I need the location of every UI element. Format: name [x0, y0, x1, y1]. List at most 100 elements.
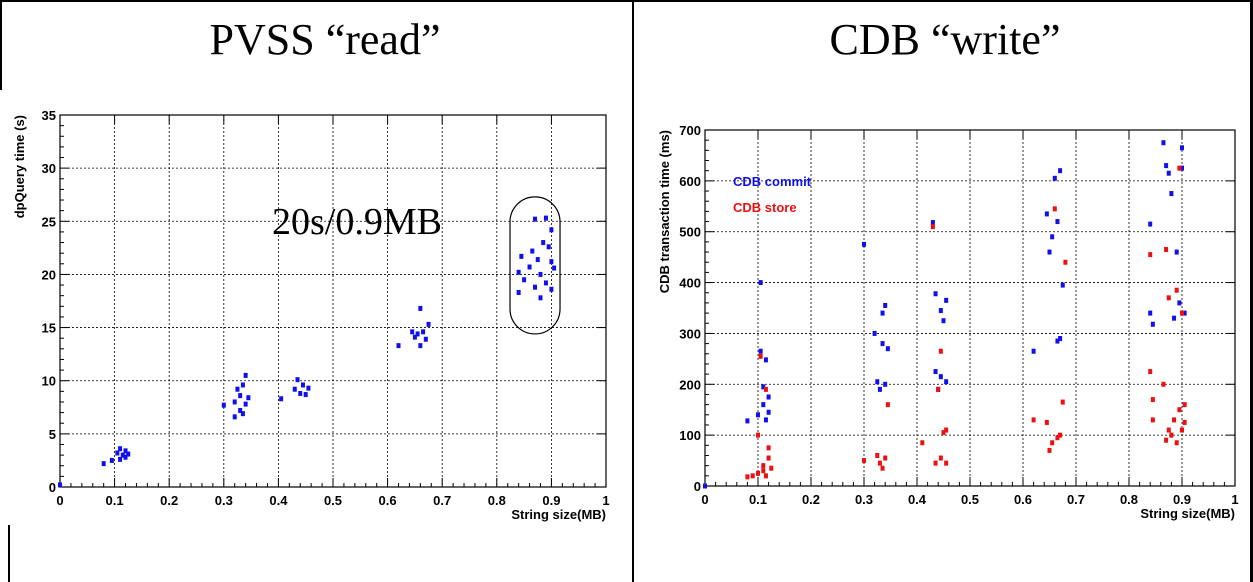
data-point	[1058, 432, 1063, 438]
data-point	[941, 318, 946, 324]
data-point	[933, 291, 938, 297]
data-point	[1164, 437, 1169, 443]
data-point	[426, 321, 431, 327]
data-point	[761, 468, 766, 474]
data-point	[549, 227, 554, 233]
data-point	[1177, 407, 1182, 413]
legend-entry: CDB commit	[733, 174, 812, 189]
data-point	[761, 402, 766, 408]
data-point	[109, 457, 114, 463]
data-point	[944, 427, 949, 433]
data-point	[763, 417, 768, 423]
x-tick-label: 0.6	[1014, 492, 1032, 507]
y-axis-title: dpQuery time (s)	[12, 115, 27, 218]
data-point	[546, 244, 551, 250]
data-point	[240, 382, 245, 388]
data-point	[1177, 300, 1182, 306]
data-point	[763, 473, 768, 479]
cdb-transaction-time-chart: 0 0.1 0.2 0.3 0.4 0.5 0.6 0.7 0.8 0.9 1 0 100 200 300 4…	[657, 123, 1239, 521]
x-axis-title: String size(MB)	[511, 507, 606, 522]
data-point	[115, 450, 120, 456]
x-tick-label: 0	[56, 493, 63, 508]
data-point	[883, 381, 888, 387]
frame-left-border	[0, 0, 2, 90]
data-point	[933, 369, 938, 375]
y-tick-label: 200	[679, 377, 701, 392]
data-point	[1166, 295, 1171, 301]
data-point	[938, 374, 943, 380]
x-tick-label: 0.4	[269, 493, 288, 508]
data-point	[1180, 427, 1184, 433]
data-point	[1177, 165, 1182, 171]
data-point	[1182, 419, 1187, 425]
data-point	[936, 386, 941, 392]
data-point	[750, 473, 755, 479]
data-point	[118, 456, 123, 462]
data-point	[930, 224, 935, 230]
y-tick-label: 700	[679, 123, 701, 138]
data-point	[769, 465, 774, 471]
y-tick-label: 20	[42, 267, 56, 282]
data-point	[1058, 168, 1063, 174]
data-point	[306, 385, 311, 391]
data-point	[418, 343, 423, 349]
data-point	[1052, 206, 1057, 212]
data-point	[527, 264, 532, 270]
data-point	[885, 346, 890, 352]
data-point	[418, 305, 423, 311]
data-point	[423, 336, 428, 342]
data-point	[758, 280, 763, 286]
y-tick-label: 500	[679, 225, 701, 240]
data-point	[1047, 447, 1052, 453]
data-point	[944, 460, 949, 466]
x-tick-label: 0.7	[433, 493, 451, 508]
data-point	[58, 482, 62, 488]
data-point	[1182, 402, 1187, 408]
data-point	[1050, 234, 1055, 240]
frame-divider	[632, 0, 634, 582]
data-point	[944, 379, 949, 385]
data-point	[533, 216, 538, 222]
data-point	[538, 295, 543, 301]
data-point	[766, 394, 771, 400]
left-panel-title: PVSS “read”	[209, 15, 441, 64]
data-point	[240, 411, 245, 417]
data-point	[1150, 417, 1155, 423]
data-point	[1174, 249, 1179, 255]
data-point	[298, 390, 303, 396]
data-point	[1060, 282, 1065, 288]
data-point	[221, 402, 226, 408]
data-point	[238, 393, 243, 399]
data-point	[1150, 397, 1155, 403]
data-point	[766, 455, 771, 461]
data-point	[120, 452, 125, 458]
data-point	[1052, 175, 1057, 181]
y-axis-title: CDB transaction time (ms)	[657, 130, 672, 293]
x-tick-label: 0.5	[961, 492, 979, 507]
y-tick-label: 10	[42, 374, 56, 389]
data-point	[535, 257, 540, 263]
data-point	[1172, 315, 1177, 321]
series-cdb-store	[745, 165, 1187, 480]
x-tick-label: 0.1	[106, 493, 124, 508]
data-point	[232, 399, 237, 405]
data-point	[920, 440, 925, 446]
data-point	[118, 446, 123, 452]
rate-annotation: 20s/0.9MB	[272, 201, 442, 243]
x-tick-label: 0.7	[1067, 492, 1085, 507]
data-point	[758, 348, 763, 354]
dpquery-time-chart: 0 0.1 0.2 0.3 0.4 0.5 0.6 0.7 0.8 0.9 105101520253…	[12, 108, 610, 522]
data-point	[703, 483, 707, 489]
data-point	[941, 430, 946, 436]
data-point	[875, 452, 880, 458]
data-point	[421, 329, 426, 335]
data-point	[295, 377, 300, 383]
data-point	[1148, 310, 1153, 316]
x-tick-label: 0.4	[908, 492, 927, 507]
data-point	[516, 289, 521, 295]
data-point	[877, 460, 882, 466]
data-point	[938, 348, 943, 354]
x-tick-label: 1	[602, 493, 609, 508]
data-point	[232, 414, 237, 420]
